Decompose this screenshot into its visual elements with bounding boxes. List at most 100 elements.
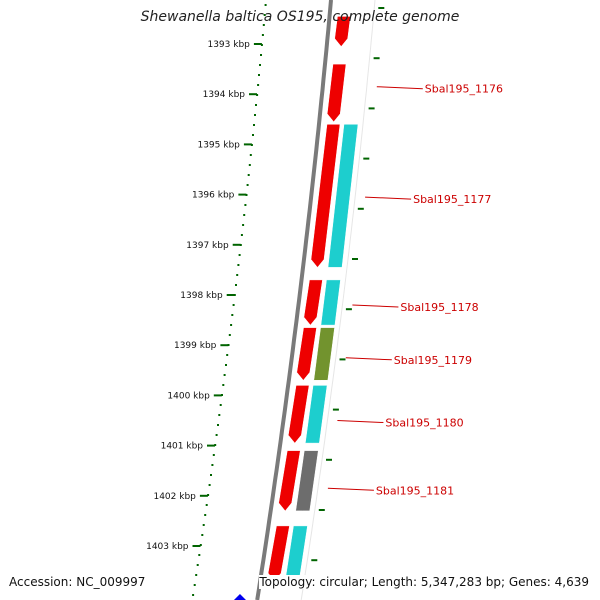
scale-dot bbox=[255, 104, 257, 106]
gene-arrow bbox=[296, 327, 317, 381]
scale-dot bbox=[221, 394, 223, 396]
label-leader bbox=[327, 487, 374, 491]
scale-tick-label: 1396 kbp bbox=[192, 191, 235, 201]
topology-value: Topology: circular; Length: 5,347,283 bp… bbox=[259, 575, 589, 589]
label-leader bbox=[345, 357, 392, 361]
track-guide bbox=[300, 0, 376, 600]
origin-marker bbox=[233, 594, 246, 600]
gene-arrow bbox=[334, 16, 351, 47]
scale-dot bbox=[253, 124, 255, 126]
cds-block bbox=[284, 525, 308, 582]
cds-track bbox=[284, 124, 359, 582]
accession-text: Accession: NC_009997 bbox=[9, 575, 146, 589]
gene-arrow bbox=[310, 124, 341, 268]
scale-dot bbox=[230, 324, 233, 326]
scale-dot bbox=[247, 174, 250, 176]
scale-tick-label: 1395 kbp bbox=[197, 140, 240, 150]
scale-dot bbox=[258, 74, 260, 76]
scale-dot bbox=[214, 444, 217, 446]
scale-dot bbox=[228, 334, 231, 336]
gene-arrow bbox=[326, 63, 347, 123]
label-leader bbox=[352, 304, 399, 308]
scale-dot bbox=[202, 524, 205, 526]
scale-tick-label: 1401 kbp bbox=[161, 442, 204, 452]
scale-dot bbox=[199, 544, 202, 546]
scale-dot bbox=[225, 364, 227, 366]
scale-dot bbox=[217, 424, 219, 426]
scale-dot bbox=[226, 354, 229, 356]
origin-marker-icon bbox=[233, 594, 246, 600]
scale-dot bbox=[236, 274, 239, 276]
map-title: Shewanella baltica OS195, complete genom… bbox=[140, 9, 460, 25]
gene-labels: Sbal195_1176 Sbal195_1177 Sbal195_1178 Sbal… bbox=[327, 83, 503, 497]
gene-arrow bbox=[303, 279, 323, 326]
scale-dot bbox=[257, 84, 260, 86]
scale-dot bbox=[204, 514, 207, 516]
scale-dot bbox=[210, 474, 212, 476]
gene-track bbox=[267, 16, 351, 582]
scale-dot bbox=[198, 554, 201, 556]
scale-dot bbox=[259, 64, 261, 66]
cds-block bbox=[313, 327, 335, 381]
scale-dot bbox=[232, 304, 235, 306]
scale-dot bbox=[239, 244, 242, 246]
label-leader bbox=[365, 196, 412, 200]
cds-block bbox=[305, 385, 328, 444]
scale-dot bbox=[207, 494, 210, 496]
scale-dot bbox=[211, 464, 214, 466]
cds-block bbox=[295, 450, 319, 512]
scale-tick-label: 1393 kbp bbox=[207, 40, 250, 50]
scale-dot bbox=[235, 284, 237, 286]
scale-dot bbox=[240, 234, 243, 236]
scale-tick-label: 1403 kbp bbox=[146, 542, 189, 552]
scale-dot bbox=[201, 534, 204, 536]
topology-text: Topology: circular; Length: 5,347,283 bp… bbox=[259, 575, 589, 589]
scale-dot bbox=[208, 484, 211, 486]
scale-dot bbox=[260, 54, 262, 56]
scale-dot bbox=[222, 384, 225, 386]
gene-label: Sbal195_1179 bbox=[394, 354, 472, 367]
scale-dot bbox=[243, 214, 246, 216]
scale-tick-label: 1402 kbp bbox=[153, 492, 196, 502]
scale-dot bbox=[195, 574, 198, 576]
scale-dot bbox=[244, 204, 247, 206]
scale-dot bbox=[205, 504, 208, 506]
scale-dot bbox=[223, 374, 226, 376]
genome-backbone bbox=[255, 0, 376, 600]
label-leader bbox=[337, 420, 384, 423]
scale-dot bbox=[215, 434, 218, 436]
backbone-line bbox=[255, 0, 333, 600]
scale-dot bbox=[219, 404, 222, 406]
gene-label: Sbal195_1177 bbox=[413, 193, 491, 206]
scale-tick-label: 1398 kbp bbox=[180, 291, 223, 301]
gene-label: Sbal195_1180 bbox=[385, 417, 463, 430]
scale-dot bbox=[193, 584, 196, 586]
gene-label: Sbal195_1181 bbox=[376, 484, 454, 497]
scale-dot bbox=[238, 254, 241, 256]
scale-dot bbox=[233, 294, 236, 296]
scale-tick-label: 1400 kbp bbox=[167, 391, 210, 401]
scale-dot bbox=[237, 264, 240, 266]
gene-label: Sbal195_1176 bbox=[425, 83, 503, 96]
cds-block bbox=[320, 279, 341, 326]
scale-dot bbox=[192, 594, 195, 596]
scale-dot bbox=[261, 34, 264, 36]
scale-dot bbox=[262, 24, 265, 26]
scale-dot bbox=[249, 154, 252, 156]
gene-arrow bbox=[288, 385, 310, 444]
gene-label: Sbal195_1178 bbox=[400, 301, 478, 314]
scale-tick-label: 1397 kbp bbox=[186, 241, 229, 251]
scale-tick-label: 1394 kbp bbox=[203, 90, 246, 100]
cds-block bbox=[327, 124, 359, 268]
scale-dot bbox=[245, 194, 248, 196]
scale-ruler: 1393 kbp 1394 kbp 1395 kbp 1396 kbp 1397 kbp… bbox=[146, 4, 385, 596]
scale-dot bbox=[252, 134, 254, 136]
scale-tick-label: 1399 kbp bbox=[174, 341, 217, 351]
scale-dot bbox=[246, 184, 249, 186]
scale-dot bbox=[242, 224, 245, 226]
scale-dot bbox=[231, 314, 234, 316]
scale-dot bbox=[248, 164, 251, 166]
scale-dot bbox=[254, 114, 256, 116]
scale-dot bbox=[263, 14, 266, 16]
